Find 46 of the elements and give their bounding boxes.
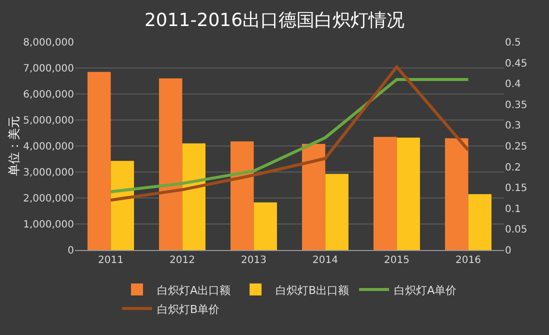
bar [374,136,397,250]
x-tick-label: 2013 [241,255,266,266]
legend-label: 白炽灯B单价 [157,302,220,316]
x-tick-label: 2014 [312,255,338,266]
y2-tick-label: 0.2 [505,162,521,174]
y2-tick-label: 0.25 [505,142,528,152]
y-tick-label: 3,000,000 [23,168,74,178]
bar [230,141,254,250]
y-tick-label: 4,000,000 [23,142,74,152]
y-tick-label: 8,000,000 [23,38,74,48]
y2-tick-label: 0.3 [505,120,521,132]
bar [159,78,182,250]
bar [468,194,492,250]
y-tick-label: 0 [68,246,74,256]
bar [302,144,326,250]
y2-tick-label: 0.5 [505,38,521,48]
y-tick-label: 6,000,000 [23,90,74,100]
y-tick-label: 7,000,000 [23,64,74,74]
x-tick-label: 2012 [170,255,195,266]
y2-tick-label: 0.15 [505,183,528,194]
line-series [109,65,470,202]
bar [110,160,134,250]
y2-tick-label: 0.1 [505,204,521,215]
bar [254,202,277,250]
y2-tick-label: 0 [505,246,512,256]
y2-tick-label: 0.05 [505,224,528,236]
y2-tick-label: 0.35 [505,100,528,111]
bar [396,138,420,250]
line-series [109,78,470,194]
y-axis-title: 单位：美元 [7,116,22,176]
y2-tick-label: 0.45 [505,58,528,70]
chart-title: 2011-2016出口德国白炽灯情况 [144,10,405,31]
legend-label: 白炽灯A出口额 [157,284,231,297]
y-tick-label: 5,000,000 [23,116,74,126]
bar [88,72,111,250]
x-tick-label: 2016 [456,255,481,266]
y-tick-label: 1,000,000 [23,220,74,230]
y2-tick-label: 0.4 [505,79,521,90]
bar [182,143,206,250]
legend-label: 白炽灯A单价 [394,284,457,297]
bar [445,138,468,250]
bar [325,174,348,250]
legend-label: 白炽灯B出口额 [276,284,350,297]
x-tick-label: 2015 [384,255,410,266]
x-tick-label: 2011 [98,255,124,266]
y-tick-label: 2,000,000 [23,194,74,204]
